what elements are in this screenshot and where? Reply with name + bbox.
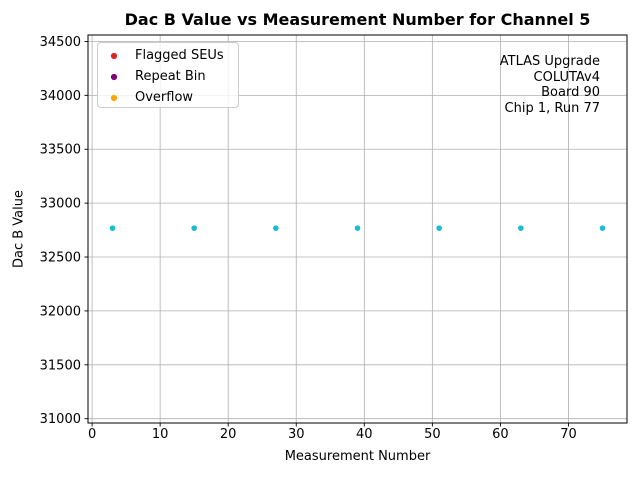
y-axis-label: Dac B Value	[11, 189, 27, 269]
y-tick-label: 31500	[40, 358, 81, 373]
x-tick-label: 10	[152, 427, 169, 442]
legend-entry-repeat-bin: Repeat Bin	[98, 66, 238, 87]
x-tick-label: 40	[356, 427, 373, 442]
x-axis-label: Measurement Number	[284, 449, 431, 464]
x-tick-label: 0	[88, 427, 96, 442]
legend: Flagged SEUs Repeat Bin Overflow	[97, 42, 239, 108]
chart-title: Dac B Value vs Measurement Number for Ch…	[124, 10, 591, 29]
annotation-line-1: ATLAS Upgrade	[499, 54, 600, 69]
annotation-line-3: Board 90	[541, 85, 600, 101]
x-tick-label: 20	[220, 427, 237, 442]
data-point	[436, 225, 442, 231]
legend-label-flagged-seus: Flagged SEUs	[135, 48, 224, 63]
x-tick-label: 70	[560, 427, 577, 442]
x-tick-label: 30	[288, 427, 305, 442]
annotation-block: ATLAS Upgrade COLUTAv4 Board 90 Chip 1, …	[500, 54, 600, 117]
y-tick-label: 33000	[40, 197, 81, 212]
data-point	[354, 225, 361, 231]
data-point	[599, 225, 606, 231]
y-tick-label: 32000	[40, 304, 81, 319]
repeat-bin-marker-icon	[110, 73, 118, 80]
flagged-seus-marker-icon	[110, 52, 118, 59]
legend-label-overflow: Overflow	[135, 90, 194, 105]
legend-entry-flagged-seus: Flagged SEUs	[98, 45, 238, 66]
y-tick-label: 32500	[40, 251, 81, 266]
y-tick-label: 34500	[40, 35, 81, 50]
annotation-line-4: Chip 1, Run 77	[504, 101, 600, 117]
plot-border	[87, 34, 628, 424]
y-tick-label: 31000	[40, 412, 81, 427]
overflow-marker-icon	[110, 94, 118, 101]
data-point	[191, 225, 197, 231]
x-tick-label: 50	[424, 427, 441, 442]
legend-label-repeat-bin: Repeat Bin	[135, 69, 206, 84]
data-point	[518, 225, 524, 231]
legend-entry-overflow: Overflow	[98, 87, 238, 108]
y-tick-label: 34000	[40, 89, 81, 104]
y-tick-label: 33500	[40, 143, 81, 158]
annotation-line-2: COLUTAv4	[533, 69, 600, 85]
data-point	[273, 225, 279, 231]
x-tick-label: 60	[492, 427, 509, 442]
data-point	[109, 225, 116, 231]
